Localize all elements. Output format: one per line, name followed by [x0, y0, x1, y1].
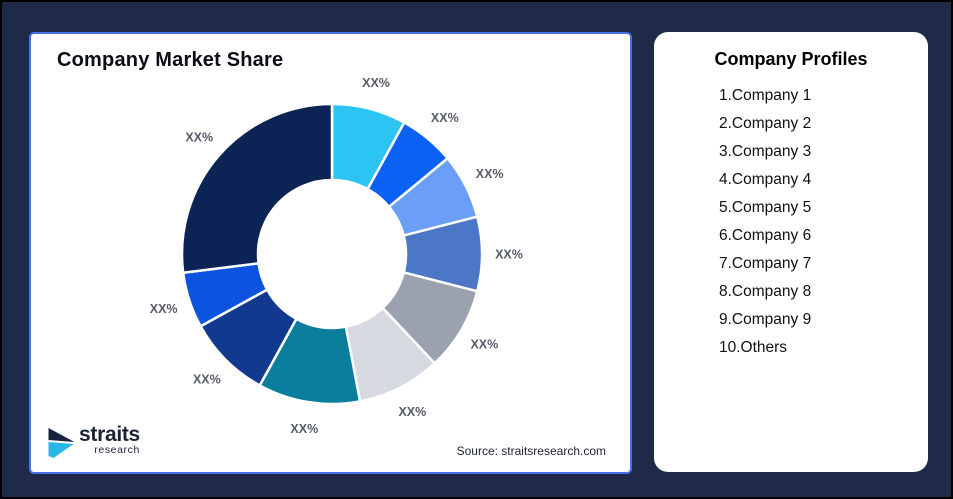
market-share-panel: Company Market Share XX% XX% XX% XX% XX% XX% X…: [29, 32, 632, 474]
company-profiles-panel: Company Profiles 1.Company 1 2.Company 2 3…: [654, 32, 928, 472]
donut-slice-others: [180, 102, 334, 275]
logo-wordmark: straits: [79, 423, 140, 446]
slice-label: XX%: [150, 302, 178, 316]
slice-label: XX%: [476, 167, 504, 181]
logo-subtitle: research: [94, 444, 140, 456]
slice-label: XX%: [495, 247, 523, 261]
slice-label: XX%: [362, 76, 390, 90]
profile-list-item: 1.Company 1: [719, 87, 812, 104]
chart-title: Company Market Share: [57, 49, 284, 71]
slice-label: XX%: [470, 337, 498, 351]
profile-list-item: 3.Company 3: [719, 143, 812, 160]
profile-list-item: 2.Company 2: [719, 115, 812, 132]
slice-label: XX%: [398, 405, 426, 419]
slice-label: XX%: [431, 111, 459, 125]
slice-label: XX%: [185, 130, 213, 144]
profiles-title: Company Profiles: [714, 49, 868, 69]
donut-chart: XX% XX% XX% XX% XX% XX% XX% XX% XX% XX%: [150, 76, 523, 436]
company-profiles-list: 1.Company 1 2.Company 2 3.Company 3 4.Compa…: [719, 82, 928, 362]
straits-research-logo: straits research: [48, 423, 140, 459]
logo-text: straits research: [79, 423, 140, 456]
profile-list-item: 7.Company 7: [719, 255, 812, 272]
profile-list-item: 6.Company 6: [719, 227, 812, 244]
profile-list-item: 10.Others: [719, 339, 788, 356]
slice-label: XX%: [290, 422, 318, 436]
source-attribution: Source: straitsresearch.com: [456, 444, 606, 458]
profile-list-item: 4.Company 4: [719, 171, 812, 188]
slice-label: XX%: [193, 373, 221, 387]
straits-logo-icon: [48, 428, 75, 458]
profile-list-item: 8.Company 8: [719, 283, 812, 300]
profile-list-item: 5.Company 5: [719, 199, 812, 216]
profile-list-item: 9.Company 9: [719, 311, 812, 328]
